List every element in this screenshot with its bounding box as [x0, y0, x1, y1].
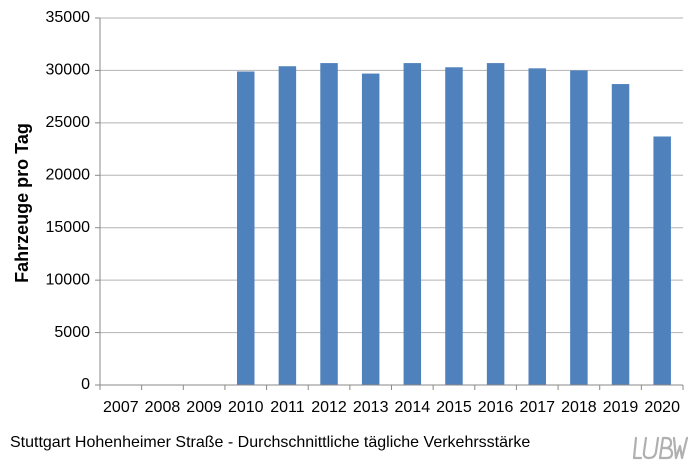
- x-tick-label: 2018: [561, 399, 597, 416]
- x-tick-label: 2020: [644, 399, 680, 416]
- x-tick-label: 2007: [103, 399, 139, 416]
- x-tick-label: 2008: [145, 399, 181, 416]
- bar-2010: [237, 71, 255, 385]
- bar-2018: [570, 70, 588, 385]
- lubw-logo: [632, 436, 688, 460]
- x-tick-label: 2015: [436, 399, 472, 416]
- bar-2012: [320, 63, 338, 386]
- x-tick-label: 2009: [186, 399, 222, 416]
- x-tick-label: 2019: [603, 399, 639, 416]
- x-tick-label: 2013: [353, 399, 389, 416]
- x-tick-label: 2014: [395, 399, 431, 416]
- y-tick-labels: 0 5000 10000 15000 20000 25000 30000 35000: [46, 9, 91, 393]
- bar-2019: [611, 84, 630, 385]
- gridlines: [100, 17, 683, 334]
- y-tick-label: 15000: [46, 219, 91, 236]
- y-tick-label: 30000: [46, 62, 91, 79]
- y-tick-label: 0: [81, 376, 90, 393]
- bar-2011: [278, 66, 297, 385]
- y-tick-label: 35000: [46, 9, 91, 26]
- x-tick-label: 2010: [228, 399, 264, 416]
- x-tick-label: 2017: [519, 399, 555, 416]
- y-tick-label: 10000: [46, 271, 91, 288]
- bar-2013: [361, 73, 380, 386]
- y-tick-label: 20000: [46, 167, 91, 184]
- x-tick-labels: 2007 2008 2009 2010 2011 2012 2013 2014 2015 2016…: [103, 399, 680, 416]
- bar-chart: 0 5000 10000 15000 20000 25000 30000 35000 2007…: [12, 9, 684, 416]
- x-tick-label: 2011: [270, 399, 305, 416]
- x-tick-label: 2012: [311, 399, 347, 416]
- bar-2017: [528, 68, 546, 386]
- y-tick-label: 5000: [54, 324, 90, 341]
- y-axis-title: Fahrzeuge pro Tag: [12, 123, 32, 283]
- bar-2015: [445, 67, 463, 385]
- bar-2020: [653, 136, 671, 385]
- bar-2014: [403, 63, 422, 386]
- bar-2016: [486, 63, 505, 386]
- axes: [95, 17, 684, 390]
- x-tick-label: 2016: [478, 399, 514, 416]
- y-tick-label: 25000: [46, 114, 91, 131]
- chart-caption: Stuttgart Hohenheimer Straße - Durchschn…: [10, 434, 531, 451]
- bars: [237, 63, 671, 386]
